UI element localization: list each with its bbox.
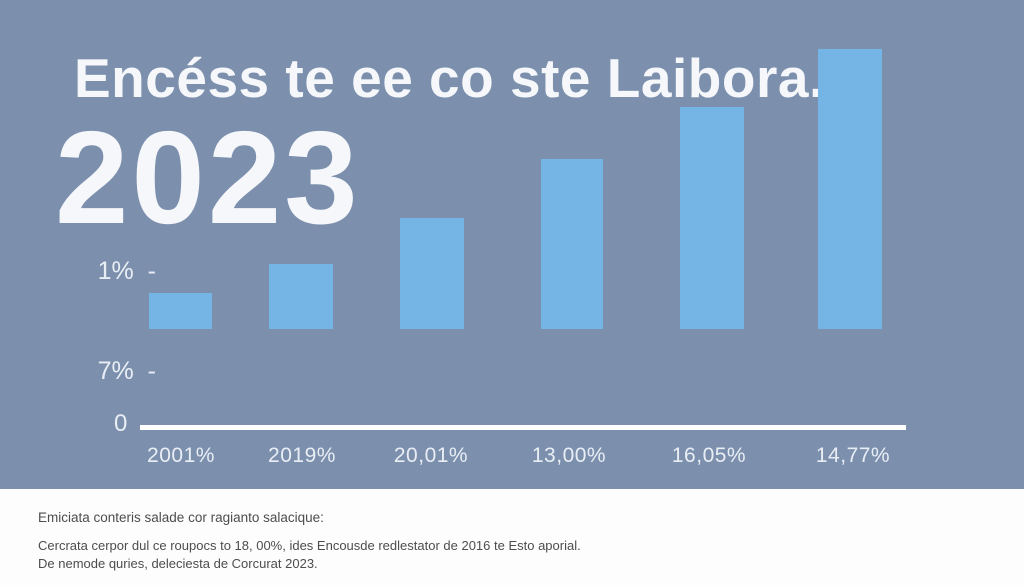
axis-origin-label: 0: [114, 410, 128, 437]
bar: [269, 264, 333, 329]
bar: [400, 218, 464, 329]
x-axis-label: 2019%: [268, 444, 336, 467]
bar: [680, 107, 744, 329]
x-axis-label: 20,01%: [393, 444, 469, 467]
poster-year: 2023: [55, 104, 361, 251]
footer-note-1: Cercrata cerpor dul ce roupocs to 18, 00…: [38, 538, 581, 553]
bar: [149, 293, 212, 329]
footer: Emiciata conteris salade cor ragianto sa…: [0, 489, 1024, 585]
footer-note-2: De nemode quries, deleciesta de Corcurat…: [38, 556, 318, 571]
y-axis-tick-label: 1% -: [97, 257, 156, 285]
bar-chart: 1% - 7% - 0 2001% 2019% 20,01% 13,00% 16,05% 1…: [97, 49, 906, 467]
x-axis-line: [140, 425, 906, 430]
bar: [541, 159, 603, 329]
x-axis-label: 13,00%: [531, 444, 607, 467]
x-axis-label: 14,77%: [815, 444, 891, 467]
x-axis-label: 16,05%: [671, 444, 747, 467]
footer-caption: Emiciata conteris salade cor ragianto sa…: [38, 510, 324, 525]
y-axis-tick-label: 7% -: [97, 357, 156, 385]
x-axis-label: 2001%: [147, 444, 215, 467]
poster-title: Encéss te ee co ste Laibora.al: [74, 47, 872, 109]
bar: [818, 49, 882, 329]
